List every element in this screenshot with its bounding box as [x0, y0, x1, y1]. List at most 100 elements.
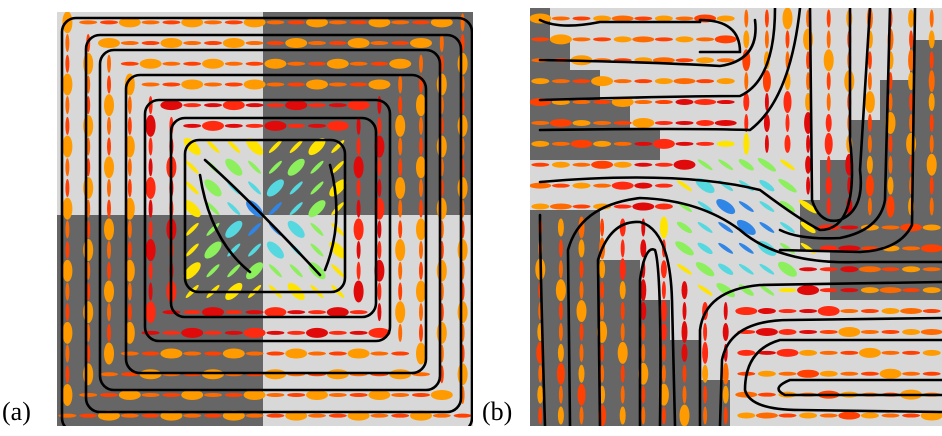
glyph: [738, 242, 754, 254]
glyph: [840, 371, 859, 376]
glyph: [759, 179, 775, 192]
glyph: [677, 263, 692, 275]
glyph: [660, 322, 667, 341]
glyph: [183, 351, 202, 356]
glyph: [356, 178, 361, 197]
glyph: [398, 96, 403, 115]
glyph: [377, 116, 382, 135]
glyph: [929, 134, 934, 153]
glyph: [694, 99, 717, 106]
glyph: [558, 260, 563, 279]
glyph: [682, 302, 687, 321]
glyph: [225, 220, 243, 238]
glyph: [578, 239, 585, 258]
glyph: [900, 308, 923, 315]
glyph: [744, 72, 749, 91]
glyph: [551, 161, 570, 168]
glyph: [183, 413, 202, 418]
glyph: [593, 183, 612, 188]
glyph: [368, 79, 391, 90]
glyph: [531, 162, 550, 167]
glyph: [148, 199, 153, 218]
glyph: [370, 351, 389, 356]
glyph: [757, 370, 776, 377]
glyph: [389, 58, 412, 69]
glyph: [224, 61, 243, 66]
glyph: [287, 82, 306, 87]
glyph: [577, 383, 586, 406]
glyph: [679, 404, 690, 426]
glyph: [224, 20, 243, 25]
glyph: [681, 281, 688, 300]
glyph: [675, 16, 694, 21]
glyph: [181, 79, 204, 90]
glyph: [593, 100, 612, 105]
glyph: [572, 204, 591, 209]
glyph: [227, 202, 241, 216]
glyph: [654, 78, 673, 85]
glyph: [819, 370, 838, 377]
glyph: [755, 412, 778, 419]
glyph: [929, 113, 934, 132]
glyph: [838, 245, 861, 252]
glyph: [419, 54, 423, 73]
glyph: [929, 197, 934, 216]
glyph: [531, 120, 550, 125]
glyph: [860, 287, 879, 294]
glyph: [326, 58, 349, 69]
glyph: [206, 202, 220, 216]
glyph: [703, 385, 708, 404]
glyph: [785, 30, 790, 49]
glyph: [675, 36, 694, 43]
panel-label: (a): [2, 397, 31, 426]
glyph: [430, 389, 453, 400]
glyph: [204, 20, 222, 25]
glyph: [204, 41, 222, 46]
glyph: [613, 79, 632, 84]
glyph: [538, 364, 543, 383]
glyph: [778, 261, 797, 277]
glyph: [104, 280, 114, 303]
glyph: [697, 242, 713, 255]
glyph: [764, 134, 769, 153]
streamline: [183, 138, 347, 294]
glyph: [926, 153, 937, 176]
glyph: [881, 413, 900, 418]
glyph: [328, 41, 347, 46]
glyph: [377, 241, 382, 260]
streamline: [638, 248, 662, 426]
glyph: [840, 266, 859, 273]
glyph: [243, 389, 266, 400]
glyph: [572, 16, 591, 21]
glyph: [600, 302, 605, 321]
glyph: [224, 330, 243, 335]
glyph: [328, 20, 347, 25]
glyph: [183, 310, 202, 315]
glyph: [572, 182, 591, 189]
glyph: [391, 41, 410, 46]
glyph: [909, 30, 914, 49]
glyph: [62, 73, 73, 96]
glyph: [457, 176, 468, 199]
glyph: [902, 288, 921, 293]
glyph: [743, 93, 750, 112]
glyph: [537, 385, 544, 404]
glyph: [661, 281, 666, 300]
glyph: [419, 178, 423, 197]
glyph: [127, 303, 132, 322]
glyph: [778, 178, 797, 193]
glyph: [306, 17, 328, 28]
glyph: [222, 100, 245, 111]
glyph: [349, 330, 368, 335]
glyph: [572, 79, 591, 84]
glyph: [243, 17, 266, 28]
glyph: [799, 309, 818, 314]
glyph: [800, 221, 816, 234]
glyph: [416, 280, 426, 303]
glyph: [83, 114, 94, 137]
glyph: [100, 20, 118, 25]
glyph: [204, 179, 222, 197]
glyph: [204, 103, 222, 108]
glyph: [183, 103, 202, 108]
